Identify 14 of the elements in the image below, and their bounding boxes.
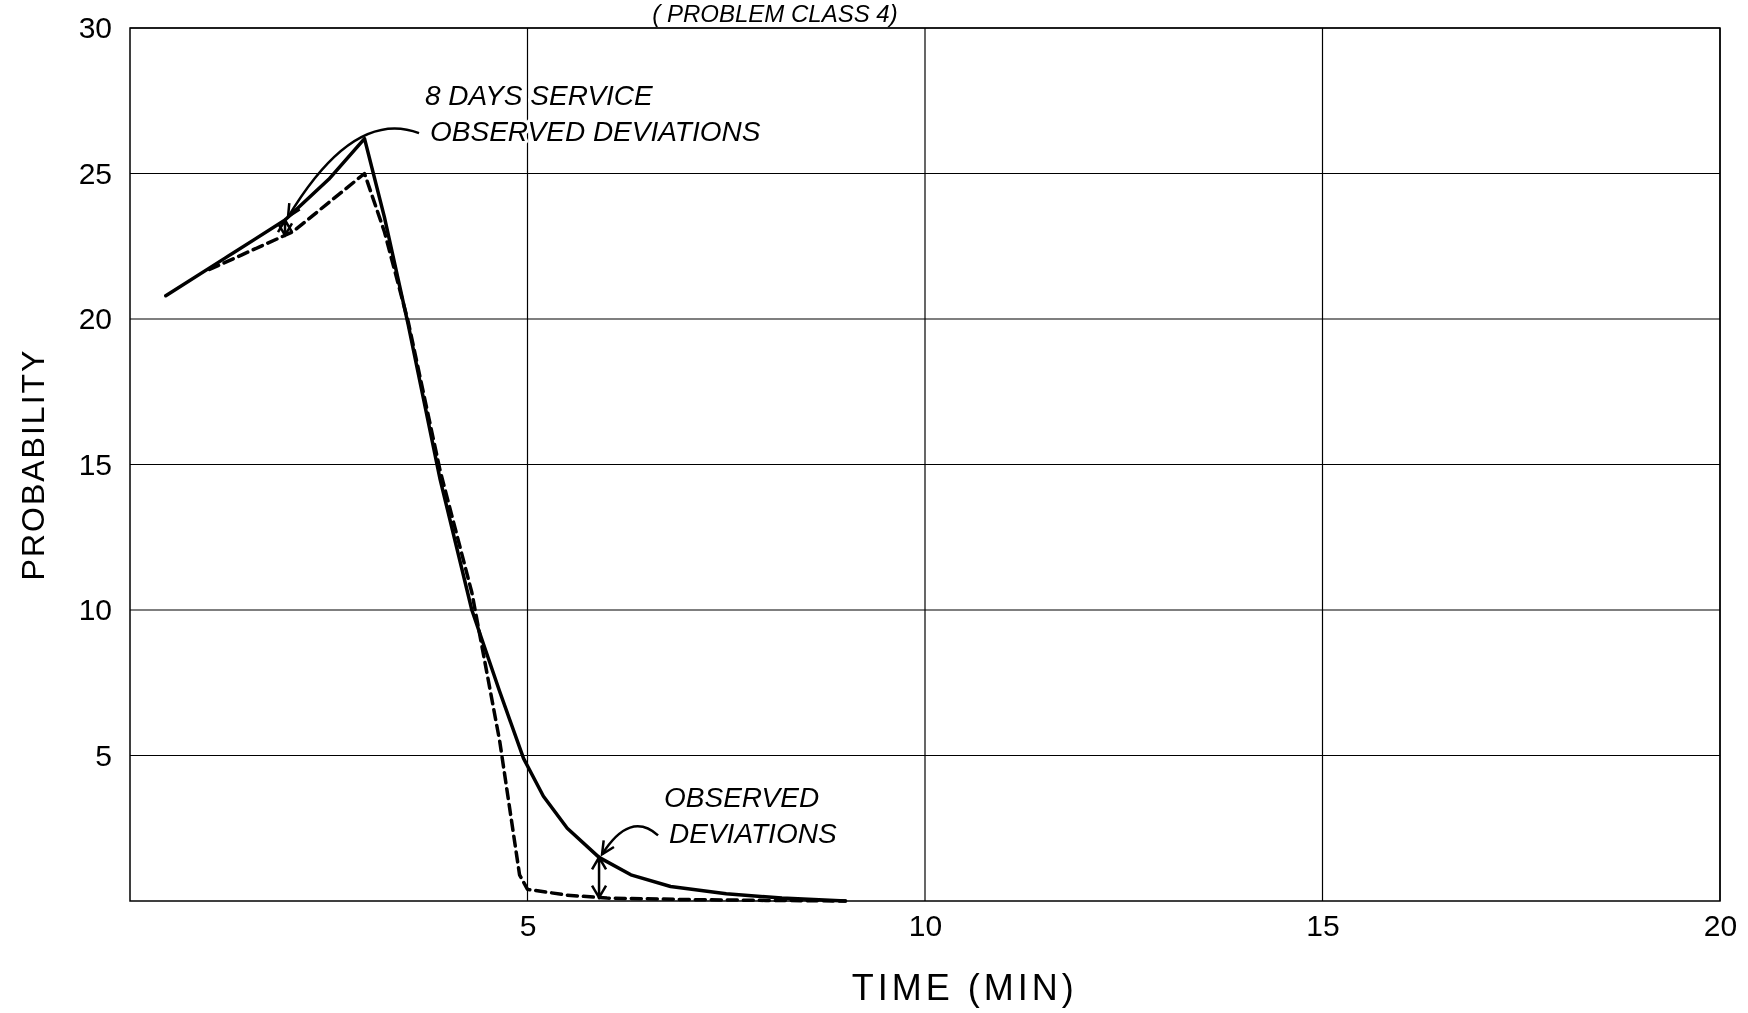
x-tick-label: 20 (1703, 909, 1738, 943)
y-tick-label: 10 (78, 593, 112, 627)
y-axis-title: PROBABILITY (15, 348, 51, 581)
y-tick-label: 20 (78, 302, 112, 336)
x-axis-title: TIME (MIN) (851, 967, 1078, 1008)
annotation: OBSERVED DEVIATIONS (664, 782, 837, 850)
y-tick-label: 30 (78, 11, 112, 45)
x-tick-label: 5 (519, 909, 537, 943)
x-tick-label: 10 (908, 909, 943, 943)
chart-title: ( PROBLEM CLASS 4) (652, 0, 898, 27)
y-tick-label: 5 (95, 738, 112, 772)
y-tick-label: 15 (78, 447, 112, 481)
x-tick-label: 15 (1306, 909, 1340, 943)
y-tick-label: 25 (78, 156, 112, 190)
